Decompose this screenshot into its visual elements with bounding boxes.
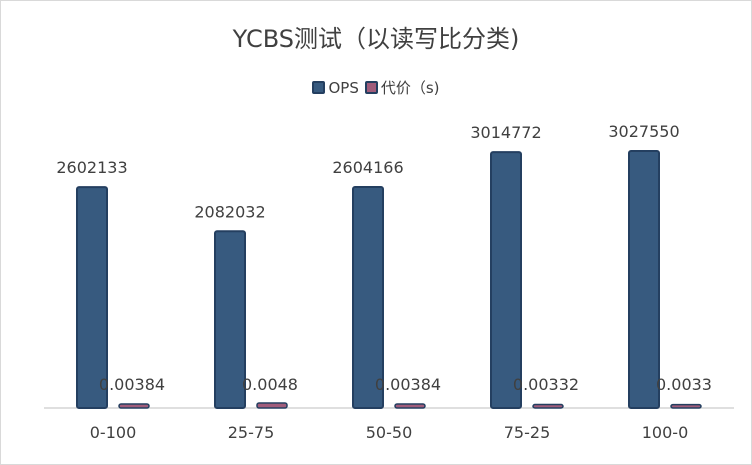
data-label-ops-25-75: 2082032 (194, 202, 265, 221)
bar-ops-50-50 (352, 185, 384, 409)
bar-ops-0-100 (76, 186, 108, 409)
legend-swatch-cost (364, 81, 378, 94)
data-label-cost-50-50: 0.00384 (375, 375, 441, 394)
data-label-ops-100-0: 3027550 (608, 122, 679, 141)
x-tick-label-0-100: 0-100 (90, 423, 137, 442)
data-label-ops-0-100: 2602133 (56, 158, 127, 177)
bar-cost-25-75 (256, 402, 288, 409)
bar-cost-75-25 (532, 403, 564, 409)
legend-label-ops: OPS (328, 78, 359, 97)
data-label-ops-75-25: 3014772 (470, 123, 541, 142)
x-tick-label-100-0: 100-0 (642, 423, 689, 442)
chart-title: YCBS测试（以读写比分类) (232, 25, 520, 53)
legend-label-cost: 代价（s) (380, 79, 440, 97)
data-label-cost-75-25: 0.00332 (513, 375, 579, 394)
bar-ops-100-0 (628, 150, 660, 409)
x-tick-label-75-25: 75-25 (504, 423, 551, 442)
legend-swatch-ops (312, 81, 326, 94)
data-label-ops-50-50: 2604166 (332, 158, 403, 177)
x-tick-label-25-75: 25-75 (228, 423, 275, 442)
legend-item-cost: 代价（s) (364, 77, 440, 98)
x-tick-label-50-50: 50-50 (366, 423, 413, 442)
bar-cost-0-100 (118, 403, 150, 409)
data-label-cost-0-100: 0.00384 (99, 375, 165, 394)
bar-ops-75-25 (490, 151, 522, 409)
bar-cost-50-50 (394, 403, 426, 409)
chart-legend: OPS 代价（s) (1, 77, 751, 98)
data-label-cost-25-75: 0.0048 (242, 375, 298, 394)
data-label-cost-100-0: 0.0033 (656, 375, 712, 394)
bar-cost-100-0 (670, 403, 702, 409)
bar-ops-25-75 (214, 230, 246, 409)
legend-item-ops: OPS (312, 78, 359, 97)
